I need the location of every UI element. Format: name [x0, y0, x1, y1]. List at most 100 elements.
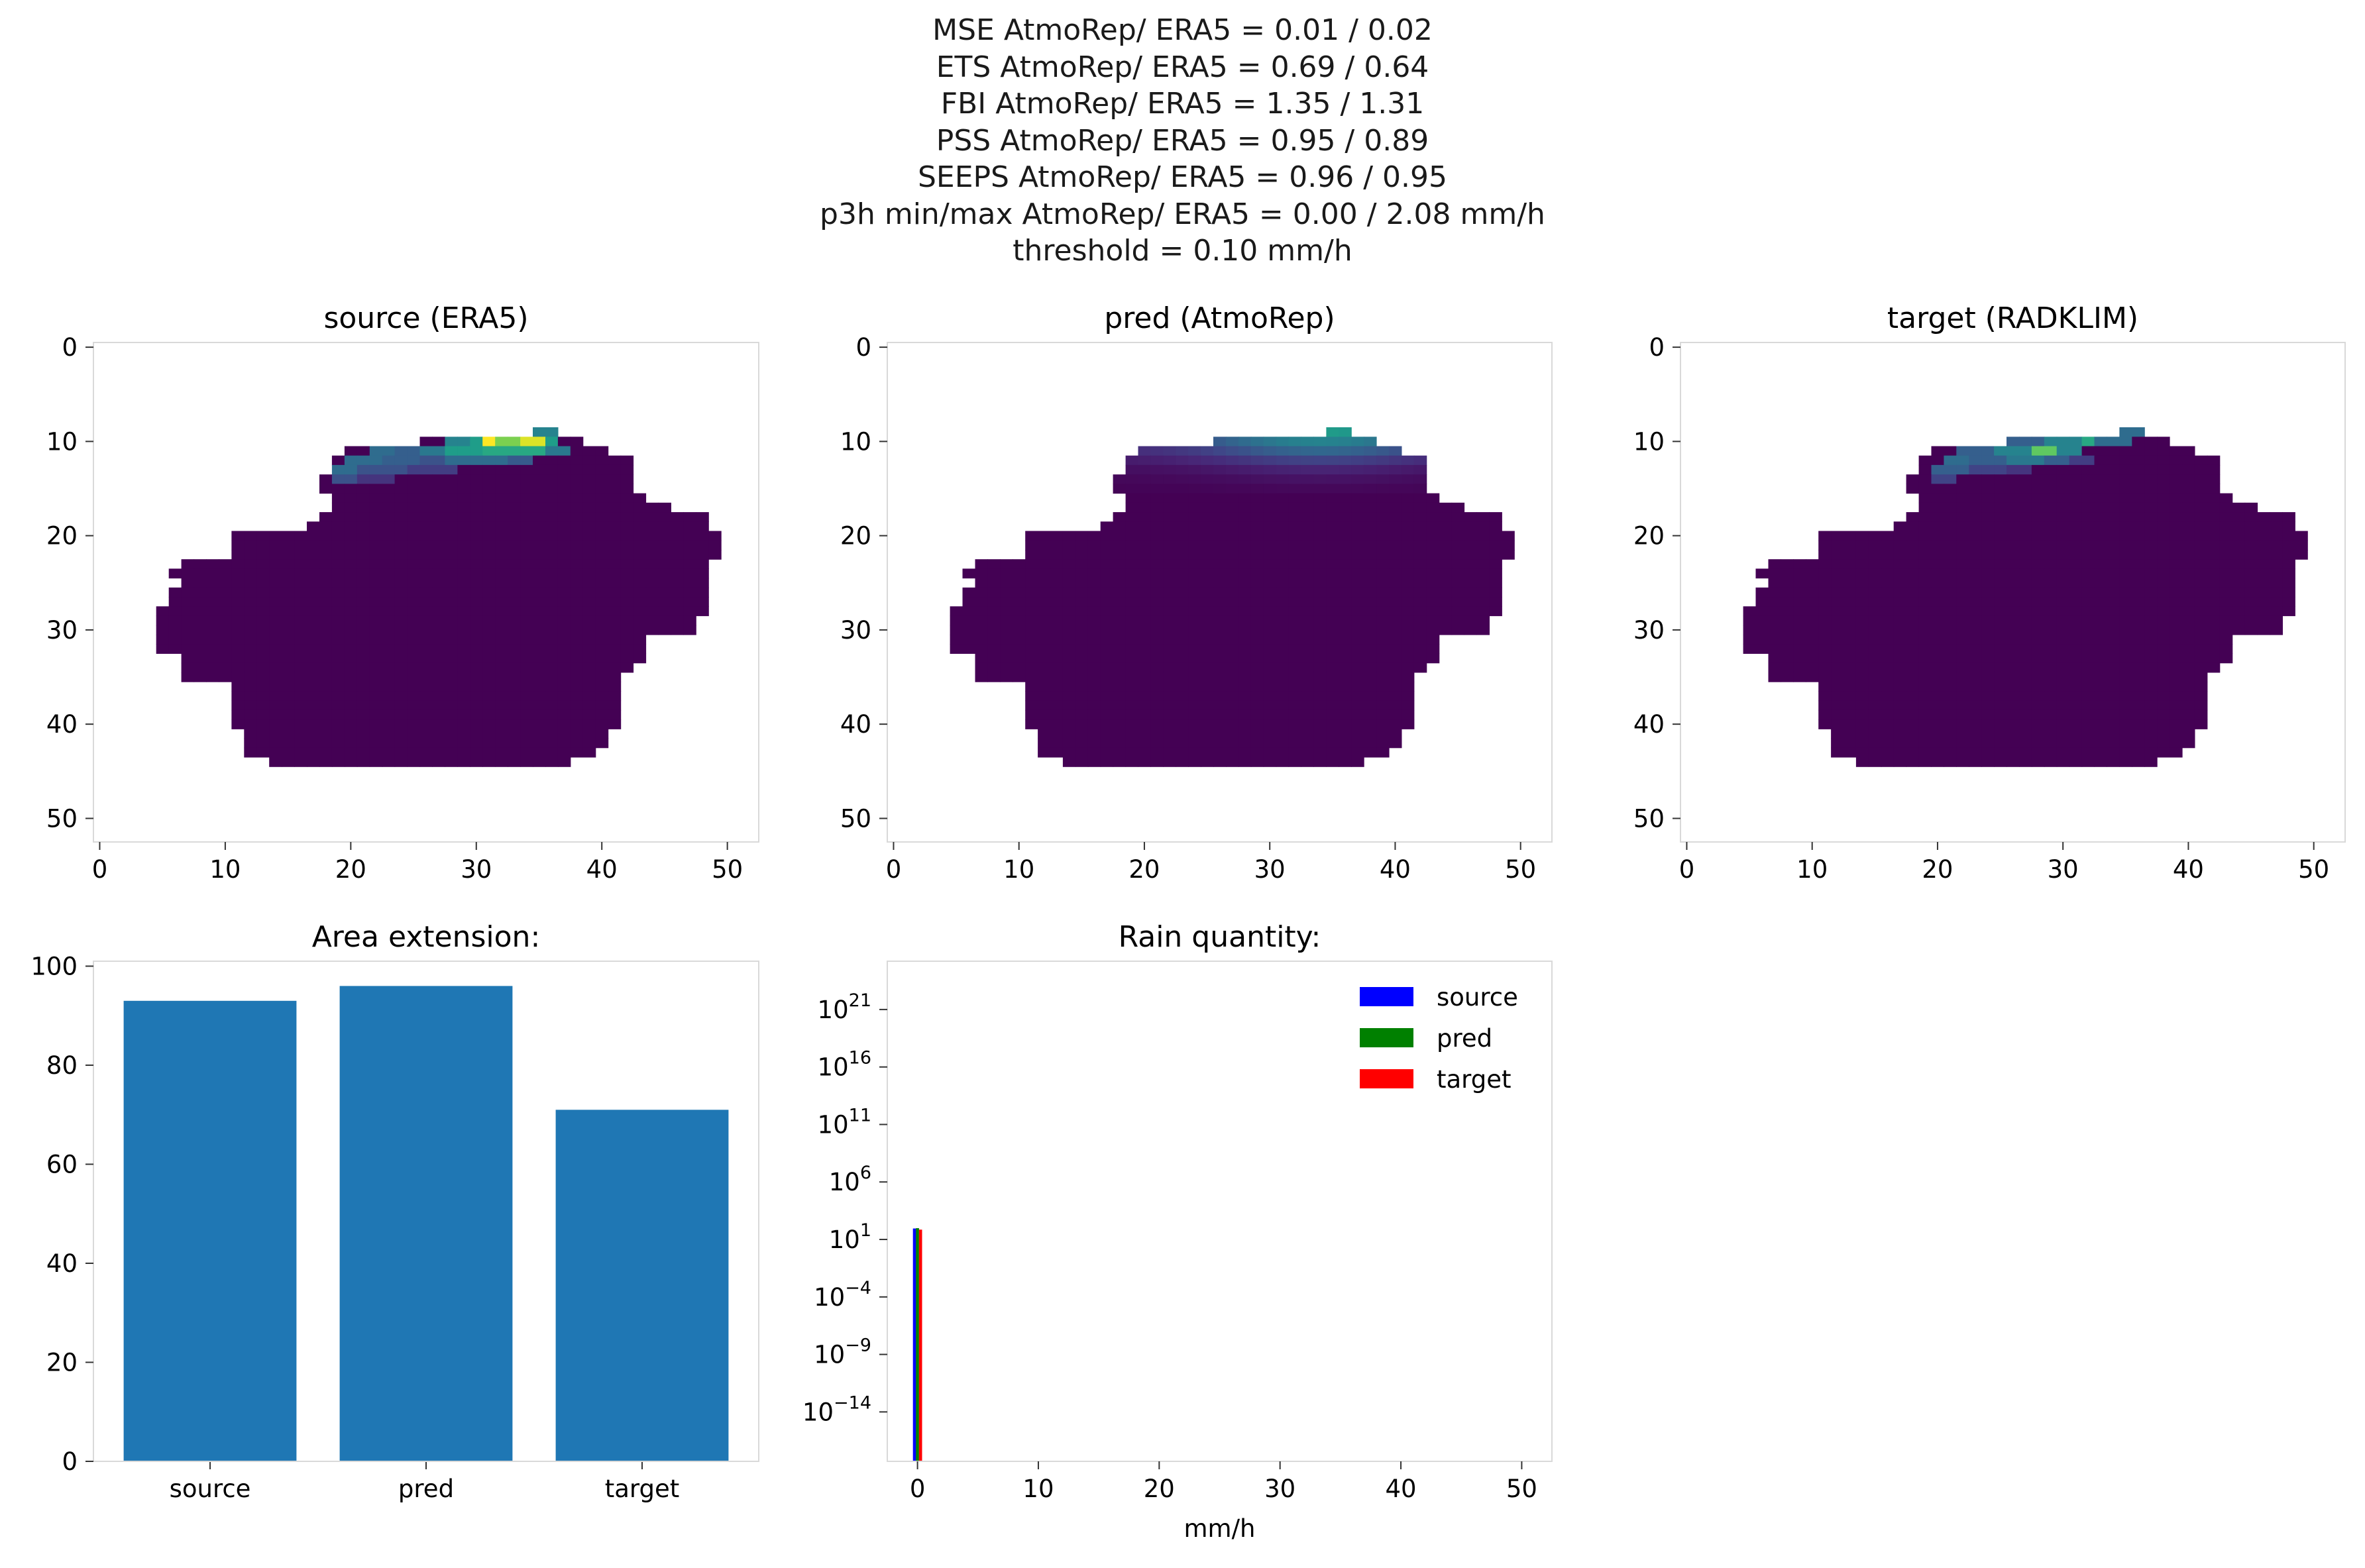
heatmap-cell [1013, 653, 1026, 664]
heatmap-cell [470, 474, 483, 484]
heatmap-cell [394, 747, 408, 758]
heatmap-cell [1188, 729, 1201, 739]
heatmap-cell [1969, 747, 1982, 758]
heatmap-cell [432, 578, 445, 588]
heatmap-cell [1439, 615, 1453, 626]
heatmap-cell [331, 691, 345, 702]
heatmap-cell [1025, 540, 1038, 550]
heatmap-cell [407, 502, 421, 513]
heatmap-cell [1931, 606, 1944, 617]
heatmap-cells [950, 427, 1515, 767]
heatmap-cell [1906, 531, 1920, 541]
heatmap-cell [2170, 682, 2183, 692]
heatmap-cell [1489, 512, 1502, 522]
heatmap-cell [1150, 446, 1164, 456]
x-tick-label: 50 [1506, 1475, 1537, 1503]
heatmap-cell [2069, 625, 2083, 635]
heatmap-cell [1451, 550, 1465, 560]
heatmap-cell [1401, 587, 1415, 598]
heatmap-cell [2007, 464, 2020, 475]
heatmap-cell [1213, 635, 1227, 645]
heatmap-cell [1981, 709, 1995, 720]
heatmap-cell [2119, 644, 2132, 654]
heatmap-cell [1981, 464, 1995, 475]
heatmap-cell [269, 682, 282, 692]
heatmap-cell [1301, 672, 1314, 682]
heatmap-cell [1238, 709, 1252, 720]
heatmap-cell [2157, 559, 2170, 569]
heatmap-cell [1768, 625, 1781, 635]
heatmap-cell [1050, 635, 1064, 645]
heatmap-cell [1339, 474, 1352, 484]
heatmap-cell [1339, 568, 1352, 579]
heatmap-cell [1213, 615, 1227, 626]
heatmap-cell [1150, 729, 1164, 739]
heatmap-cell [595, 559, 609, 569]
y-tick-label: 10 [1633, 427, 1665, 456]
heatmap-cell [1150, 691, 1164, 702]
heatmap-cell [1918, 729, 1932, 739]
heatmap-cell [1969, 682, 1982, 692]
heatmap-cell [1188, 644, 1201, 654]
heatmap-cell [382, 662, 396, 673]
heatmap-cell [1150, 597, 1164, 607]
heatmap-cell [508, 682, 521, 692]
heatmap-cell [1843, 653, 1857, 664]
heatmap-cell [282, 644, 295, 654]
heatmap-cell [1881, 700, 1895, 711]
heatmap-cell [1263, 464, 1277, 475]
heatmap-cell [1238, 597, 1252, 607]
heatmap-cell [1439, 587, 1453, 598]
heatmap-cell [1100, 635, 1114, 645]
heatmap-cell [1868, 709, 1882, 720]
heatmap-cell [495, 747, 508, 758]
heatmap-cell [307, 691, 320, 702]
heatmap-cell [2170, 729, 2183, 739]
heatmap-cell [1025, 635, 1038, 645]
heatmap-cell [2019, 672, 2032, 682]
heatmap-cell [1931, 691, 1944, 702]
heatmap-cell [1138, 446, 1151, 456]
heatmap-cell [1855, 747, 1869, 758]
heatmap-cell [445, 615, 458, 626]
heatmap-cell [2157, 635, 2170, 645]
heatmap-cell [533, 729, 546, 739]
heatmap-cell [1113, 559, 1127, 569]
heatmap-cell [545, 709, 559, 720]
heatmap-cell [1125, 625, 1139, 635]
heatmap-cell [294, 568, 307, 579]
heatmap-cell [1087, 700, 1101, 711]
heatmap-cell [1918, 738, 1932, 749]
heatmap-cell [319, 635, 333, 645]
heatmap-cell [369, 709, 383, 720]
heatmap-cell [2007, 531, 2020, 541]
heatmap-cell [582, 662, 596, 673]
heatmap-cell [495, 474, 508, 484]
heatmap-cell [1906, 682, 1920, 692]
heatmap-cell [1150, 512, 1164, 522]
heatmap-cell [1413, 559, 1427, 569]
heatmap-cells [156, 427, 722, 767]
heatmap-cell [1981, 606, 1995, 617]
heatmap-cell [457, 653, 470, 664]
heatmap-cell [1238, 625, 1252, 635]
heatmap-cell [1464, 606, 1477, 617]
heatmap-cell [1944, 512, 1957, 522]
heatmap-cell [2270, 559, 2283, 569]
heatmap-cell [1075, 550, 1089, 560]
heatmap-cell [382, 502, 396, 513]
heatmap-cell [1301, 729, 1314, 739]
heatmap-cell [2094, 757, 2107, 767]
heatmap-cell [181, 597, 195, 607]
heatmap-cell [1213, 464, 1227, 475]
heatmap-cell [1313, 719, 1327, 729]
heatmap-cell [2282, 531, 2295, 541]
heatmap-cell [470, 587, 483, 598]
heatmap-cell [1201, 719, 1214, 729]
heatmap-cell [1013, 597, 1026, 607]
heatmap-cell [1401, 550, 1415, 560]
heatmap-cell [2144, 493, 2158, 503]
heatmap-cell [1918, 682, 1932, 692]
heatmap-cell [1213, 709, 1227, 720]
heatmap-cell [975, 662, 988, 673]
